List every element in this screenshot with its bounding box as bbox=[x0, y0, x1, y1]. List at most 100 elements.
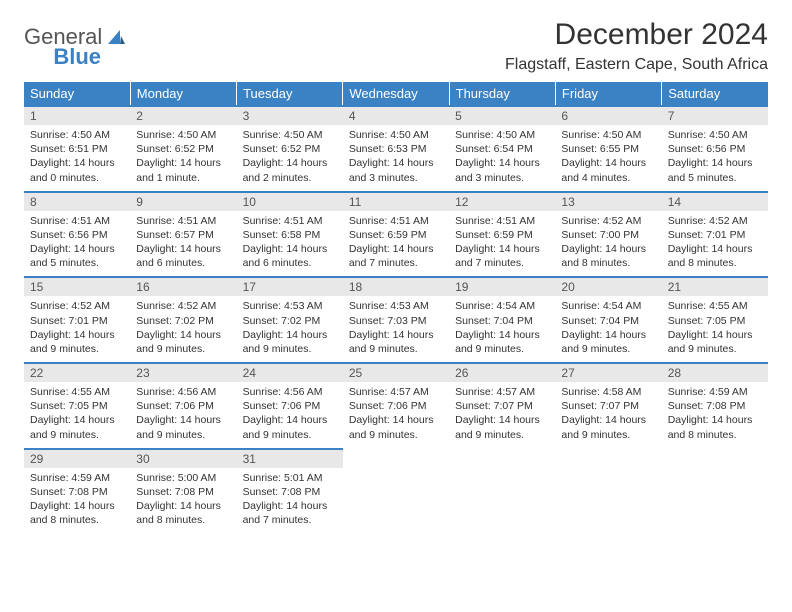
day-data: Sunrise: 4:50 AMSunset: 6:53 PMDaylight:… bbox=[343, 125, 449, 191]
day-data: Sunrise: 4:59 AMSunset: 7:08 PMDaylight:… bbox=[662, 382, 768, 448]
day-number: 11 bbox=[343, 193, 449, 211]
day-data: Sunrise: 4:57 AMSunset: 7:06 PMDaylight:… bbox=[343, 382, 449, 448]
calendar-day-cell: 30Sunrise: 5:00 AMSunset: 7:08 PMDayligh… bbox=[130, 449, 236, 534]
sail-icon bbox=[106, 28, 126, 46]
day-number: 5 bbox=[449, 107, 555, 125]
day-number: 12 bbox=[449, 193, 555, 211]
calendar-day-cell: 5Sunrise: 4:50 AMSunset: 6:54 PMDaylight… bbox=[449, 106, 555, 192]
calendar-week-row: 22Sunrise: 4:55 AMSunset: 7:05 PMDayligh… bbox=[24, 363, 768, 449]
day-data: Sunrise: 4:56 AMSunset: 7:06 PMDaylight:… bbox=[130, 382, 236, 448]
day-data: Sunrise: 5:01 AMSunset: 7:08 PMDaylight:… bbox=[237, 468, 343, 534]
day-number: 10 bbox=[237, 193, 343, 211]
title-block: December 2024 Flagstaff, Eastern Cape, S… bbox=[505, 18, 768, 74]
day-data: Sunrise: 4:51 AMSunset: 6:56 PMDaylight:… bbox=[24, 211, 130, 277]
day-data: Sunrise: 4:54 AMSunset: 7:04 PMDaylight:… bbox=[555, 296, 661, 362]
calendar-day-cell: 7Sunrise: 4:50 AMSunset: 6:56 PMDaylight… bbox=[662, 106, 768, 192]
day-data: Sunrise: 4:53 AMSunset: 7:02 PMDaylight:… bbox=[237, 296, 343, 362]
day-number: 21 bbox=[662, 278, 768, 296]
calendar-day-cell: 15Sunrise: 4:52 AMSunset: 7:01 PMDayligh… bbox=[24, 277, 130, 363]
weekday-header: Tuesday bbox=[237, 82, 343, 106]
page-subtitle: Flagstaff, Eastern Cape, South Africa bbox=[505, 56, 768, 74]
day-data: Sunrise: 4:58 AMSunset: 7:07 PMDaylight:… bbox=[555, 382, 661, 448]
calendar-day-cell: 29Sunrise: 4:59 AMSunset: 7:08 PMDayligh… bbox=[24, 449, 130, 534]
day-data: Sunrise: 4:54 AMSunset: 7:04 PMDaylight:… bbox=[449, 296, 555, 362]
day-data: Sunrise: 4:50 AMSunset: 6:54 PMDaylight:… bbox=[449, 125, 555, 191]
day-number: 30 bbox=[130, 450, 236, 468]
day-data: Sunrise: 4:51 AMSunset: 6:59 PMDaylight:… bbox=[343, 211, 449, 277]
calendar-empty-cell bbox=[449, 449, 555, 534]
calendar-day-cell: 20Sunrise: 4:54 AMSunset: 7:04 PMDayligh… bbox=[555, 277, 661, 363]
weekday-header: Thursday bbox=[449, 82, 555, 106]
calendar-day-cell: 4Sunrise: 4:50 AMSunset: 6:53 PMDaylight… bbox=[343, 106, 449, 192]
calendar-day-cell: 16Sunrise: 4:52 AMSunset: 7:02 PMDayligh… bbox=[130, 277, 236, 363]
day-data: Sunrise: 4:50 AMSunset: 6:51 PMDaylight:… bbox=[24, 125, 130, 191]
day-data: Sunrise: 4:52 AMSunset: 7:00 PMDaylight:… bbox=[555, 211, 661, 277]
day-data: Sunrise: 4:56 AMSunset: 7:06 PMDaylight:… bbox=[237, 382, 343, 448]
day-data: Sunrise: 4:52 AMSunset: 7:02 PMDaylight:… bbox=[130, 296, 236, 362]
calendar-day-cell: 19Sunrise: 4:54 AMSunset: 7:04 PMDayligh… bbox=[449, 277, 555, 363]
day-number: 16 bbox=[130, 278, 236, 296]
day-number: 13 bbox=[555, 193, 661, 211]
calendar-day-cell: 6Sunrise: 4:50 AMSunset: 6:55 PMDaylight… bbox=[555, 106, 661, 192]
calendar-day-cell: 12Sunrise: 4:51 AMSunset: 6:59 PMDayligh… bbox=[449, 192, 555, 278]
day-number: 26 bbox=[449, 364, 555, 382]
calendar-day-cell: 23Sunrise: 4:56 AMSunset: 7:06 PMDayligh… bbox=[130, 363, 236, 449]
day-number: 2 bbox=[130, 107, 236, 125]
brand-word2-wrap: GeBlue bbox=[24, 44, 101, 70]
day-number: 28 bbox=[662, 364, 768, 382]
calendar-day-cell: 14Sunrise: 4:52 AMSunset: 7:01 PMDayligh… bbox=[662, 192, 768, 278]
page-title: December 2024 bbox=[505, 18, 768, 52]
weekday-header: Saturday bbox=[662, 82, 768, 106]
day-data: Sunrise: 4:51 AMSunset: 6:59 PMDaylight:… bbox=[449, 211, 555, 277]
day-data: Sunrise: 4:51 AMSunset: 6:57 PMDaylight:… bbox=[130, 211, 236, 277]
day-data: Sunrise: 4:53 AMSunset: 7:03 PMDaylight:… bbox=[343, 296, 449, 362]
day-number: 1 bbox=[24, 107, 130, 125]
day-number: 20 bbox=[555, 278, 661, 296]
day-data: Sunrise: 4:50 AMSunset: 6:52 PMDaylight:… bbox=[130, 125, 236, 191]
calendar-day-cell: 9Sunrise: 4:51 AMSunset: 6:57 PMDaylight… bbox=[130, 192, 236, 278]
day-number: 9 bbox=[130, 193, 236, 211]
calendar-day-cell: 27Sunrise: 4:58 AMSunset: 7:07 PMDayligh… bbox=[555, 363, 661, 449]
day-data: Sunrise: 4:52 AMSunset: 7:01 PMDaylight:… bbox=[24, 296, 130, 362]
calendar-day-cell: 28Sunrise: 4:59 AMSunset: 7:08 PMDayligh… bbox=[662, 363, 768, 449]
day-number: 23 bbox=[130, 364, 236, 382]
weekday-header: Sunday bbox=[24, 82, 130, 106]
day-data: Sunrise: 4:55 AMSunset: 7:05 PMDaylight:… bbox=[24, 382, 130, 448]
weekday-header: Monday bbox=[130, 82, 236, 106]
day-number: 14 bbox=[662, 193, 768, 211]
calendar-day-cell: 25Sunrise: 4:57 AMSunset: 7:06 PMDayligh… bbox=[343, 363, 449, 449]
header: General December 2024 Flagstaff, Eastern… bbox=[24, 18, 768, 74]
day-data: Sunrise: 5:00 AMSunset: 7:08 PMDaylight:… bbox=[130, 468, 236, 534]
day-number: 4 bbox=[343, 107, 449, 125]
calendar-week-row: 15Sunrise: 4:52 AMSunset: 7:01 PMDayligh… bbox=[24, 277, 768, 363]
day-data: Sunrise: 4:50 AMSunset: 6:55 PMDaylight:… bbox=[555, 125, 661, 191]
calendar-day-cell: 24Sunrise: 4:56 AMSunset: 7:06 PMDayligh… bbox=[237, 363, 343, 449]
calendar-day-cell: 10Sunrise: 4:51 AMSunset: 6:58 PMDayligh… bbox=[237, 192, 343, 278]
weekday-header: Friday bbox=[555, 82, 661, 106]
day-number: 18 bbox=[343, 278, 449, 296]
calendar-day-cell: 26Sunrise: 4:57 AMSunset: 7:07 PMDayligh… bbox=[449, 363, 555, 449]
calendar-week-row: 29Sunrise: 4:59 AMSunset: 7:08 PMDayligh… bbox=[24, 449, 768, 534]
day-number: 24 bbox=[237, 364, 343, 382]
day-data: Sunrise: 4:55 AMSunset: 7:05 PMDaylight:… bbox=[662, 296, 768, 362]
calendar-day-cell: 22Sunrise: 4:55 AMSunset: 7:05 PMDayligh… bbox=[24, 363, 130, 449]
calendar-body: 1Sunrise: 4:50 AMSunset: 6:51 PMDaylight… bbox=[24, 106, 768, 533]
calendar-week-row: 1Sunrise: 4:50 AMSunset: 6:51 PMDaylight… bbox=[24, 106, 768, 192]
day-number: 3 bbox=[237, 107, 343, 125]
brand-word2: Blue bbox=[53, 44, 101, 69]
day-number: 31 bbox=[237, 450, 343, 468]
weekday-header: Wednesday bbox=[343, 82, 449, 106]
day-number: 19 bbox=[449, 278, 555, 296]
day-number: 7 bbox=[662, 107, 768, 125]
calendar-table: SundayMondayTuesdayWednesdayThursdayFrid… bbox=[24, 82, 768, 533]
day-number: 27 bbox=[555, 364, 661, 382]
calendar-day-cell: 8Sunrise: 4:51 AMSunset: 6:56 PMDaylight… bbox=[24, 192, 130, 278]
day-data: Sunrise: 4:51 AMSunset: 6:58 PMDaylight:… bbox=[237, 211, 343, 277]
day-data: Sunrise: 4:52 AMSunset: 7:01 PMDaylight:… bbox=[662, 211, 768, 277]
day-data: Sunrise: 4:57 AMSunset: 7:07 PMDaylight:… bbox=[449, 382, 555, 448]
day-number: 25 bbox=[343, 364, 449, 382]
day-number: 17 bbox=[237, 278, 343, 296]
day-data: Sunrise: 4:50 AMSunset: 6:52 PMDaylight:… bbox=[237, 125, 343, 191]
day-data: Sunrise: 4:59 AMSunset: 7:08 PMDaylight:… bbox=[24, 468, 130, 534]
calendar-empty-cell bbox=[555, 449, 661, 534]
